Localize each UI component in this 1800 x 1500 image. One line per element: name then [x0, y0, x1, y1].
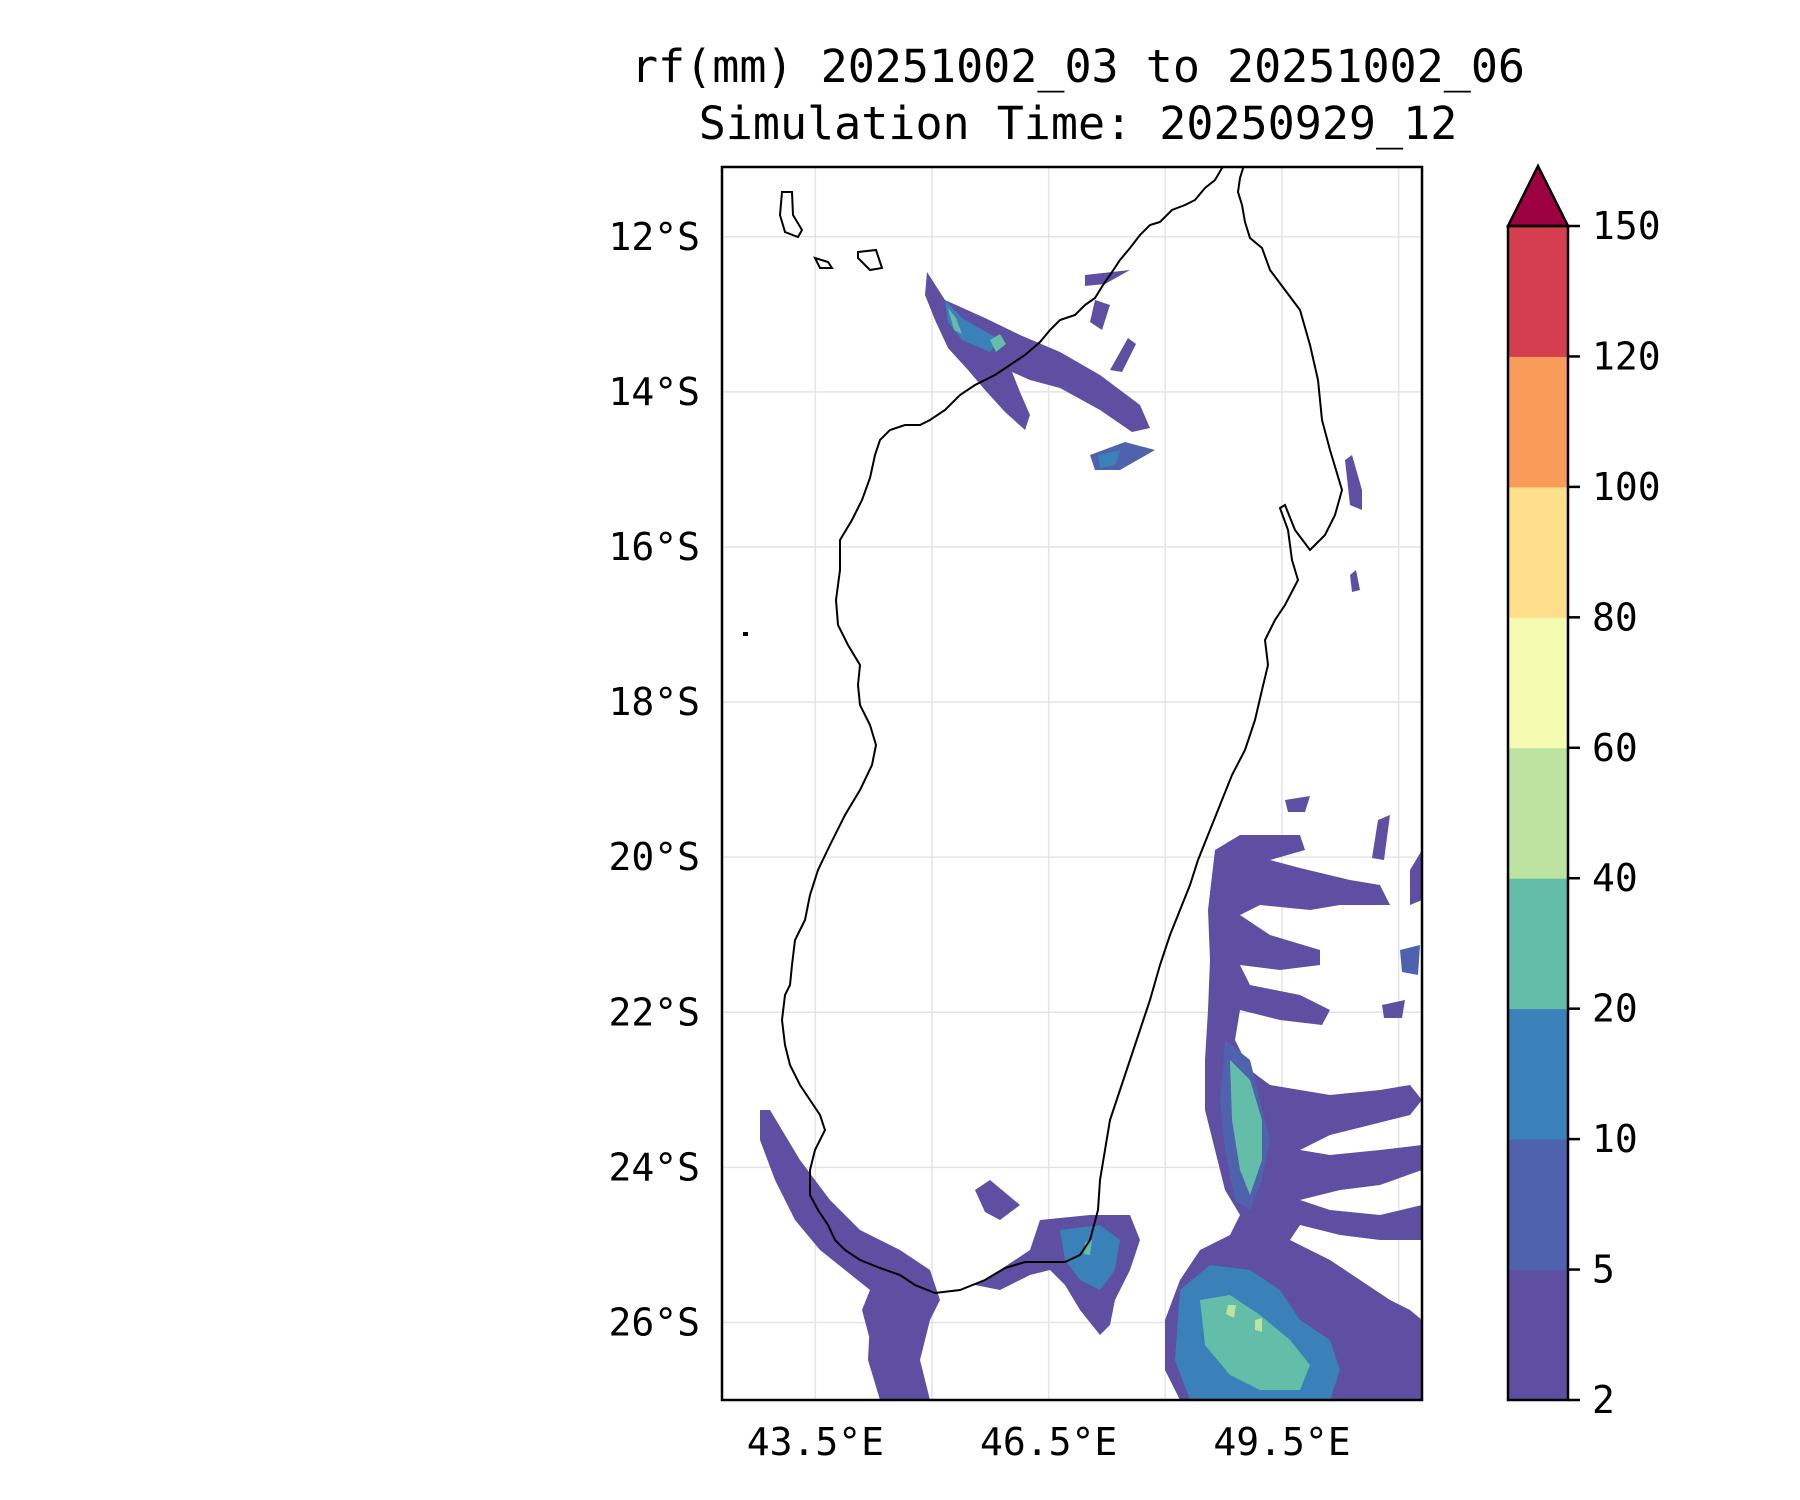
rain-blob-north-3 [1110, 338, 1136, 372]
title-line-2: Simulation Time: 20250929_12 [699, 97, 1458, 150]
rain-blob-south-central-2 [975, 1180, 1020, 1220]
colorbar-swatch [1508, 617, 1568, 749]
rain-band-northwest [925, 272, 1150, 432]
colorbar-tick-label: 60 [1592, 726, 1638, 770]
colorbar-swatch [1508, 1269, 1568, 1401]
island-4 [743, 632, 748, 636]
island-1 [778, 191, 804, 239]
lat-tick-label: 20°S [608, 835, 700, 879]
lat-tick-label: 16°S [608, 525, 700, 569]
lon-tick-label: 43.5°E [747, 1420, 884, 1464]
rain-field-southeast [1165, 835, 1422, 1400]
lon-tick-label: 49.5°E [1213, 1420, 1350, 1464]
colorbar-swatch [1508, 1008, 1568, 1140]
colorbar-swatch [1508, 356, 1568, 488]
colorbar-swatch [1508, 486, 1568, 618]
madagascar-coastline [780, 167, 1344, 1295]
title-line-1: rf(mm) 20251002_03 to 20251002_06 [631, 40, 1525, 93]
lat-tick-label: 12°S [608, 215, 700, 259]
rain-blob-edge-1 [1410, 850, 1422, 905]
rain-blob-edge-2 [1400, 945, 1420, 975]
island-2 [813, 256, 834, 269]
rain-blob-east-4 [1372, 815, 1390, 860]
rain-band-southwest [760, 1110, 940, 1400]
colorbar-frame [1506, 224, 1570, 1402]
rain-blob-north-core [1098, 450, 1120, 468]
map-panel [722, 167, 1422, 1400]
rain-field-south-central-core-2 [1084, 1240, 1092, 1255]
colorbar-swatches [1508, 226, 1568, 1401]
island-3 [857, 248, 884, 272]
lat-tick-label: 14°S [608, 370, 700, 414]
colorbar-tick-label: 2 [1592, 1378, 1615, 1422]
colorbar-tick-label: 20 [1592, 987, 1638, 1031]
rain-core-northwest [945, 300, 1000, 352]
map-frame [720, 165, 1424, 1402]
rain-blob-east-3 [1285, 796, 1310, 812]
rain-field-south-core-2 [1200, 1295, 1310, 1390]
lon-tick-label: 46.5°E [980, 1420, 1117, 1464]
rain-blob-north-2 [1090, 300, 1110, 330]
rain-blob-east-2 [1350, 570, 1360, 592]
rain-field-south-core-4 [1255, 1318, 1262, 1332]
rain-core-northwest-2 [948, 308, 962, 334]
colorbar-tick-label: 120 [1592, 334, 1661, 378]
lat-tick-label: 22°S [608, 990, 700, 1034]
colorbar: 2 5 10 20 40 60 80 100 120 150 [1505, 163, 1661, 1422]
colorbar-tick-label: 80 [1592, 595, 1638, 639]
longitude-tick-labels: 43.5°E 46.5°E 49.5°E [747, 1420, 1351, 1464]
rain-blob-east-1 [1345, 455, 1362, 510]
lat-tick-label: 18°S [608, 680, 700, 724]
colorbar-tick-label: 5 [1592, 1248, 1615, 1292]
lat-tick-label: 24°S [608, 1145, 700, 1189]
rain-core-northwest-3 [990, 334, 1006, 352]
colorbar-swatch [1508, 226, 1568, 357]
rain-field-southeast-core [1230, 1060, 1262, 1195]
rain-field-south-central-core [1060, 1225, 1120, 1290]
colorbar-swatch [1508, 1139, 1568, 1271]
colorbar-tick-labels: 2 5 10 20 40 60 80 100 120 150 [1568, 204, 1661, 1422]
colorbar-tick-label: 150 [1592, 204, 1661, 248]
colorbar-swatch [1508, 747, 1568, 879]
rain-field-south-core-3 [1226, 1305, 1236, 1318]
gridlines [722, 167, 1422, 1400]
colorbar-tick-label: 40 [1592, 856, 1638, 900]
rainfall-fields [760, 270, 1422, 1400]
colorbar-tick-label: 10 [1592, 1117, 1638, 1161]
latitude-tick-labels: 12°S 14°S 16°S 18°S 20°S 22°S 24°S 26°S [608, 215, 700, 1345]
colorbar-tick-label: 100 [1592, 465, 1661, 509]
rain-band-southwest-2 [868, 1320, 910, 1400]
rain-blob-edge-3 [1382, 1000, 1405, 1018]
lat-tick-label: 26°S [608, 1300, 700, 1344]
colorbar-swatch [1508, 878, 1568, 1010]
